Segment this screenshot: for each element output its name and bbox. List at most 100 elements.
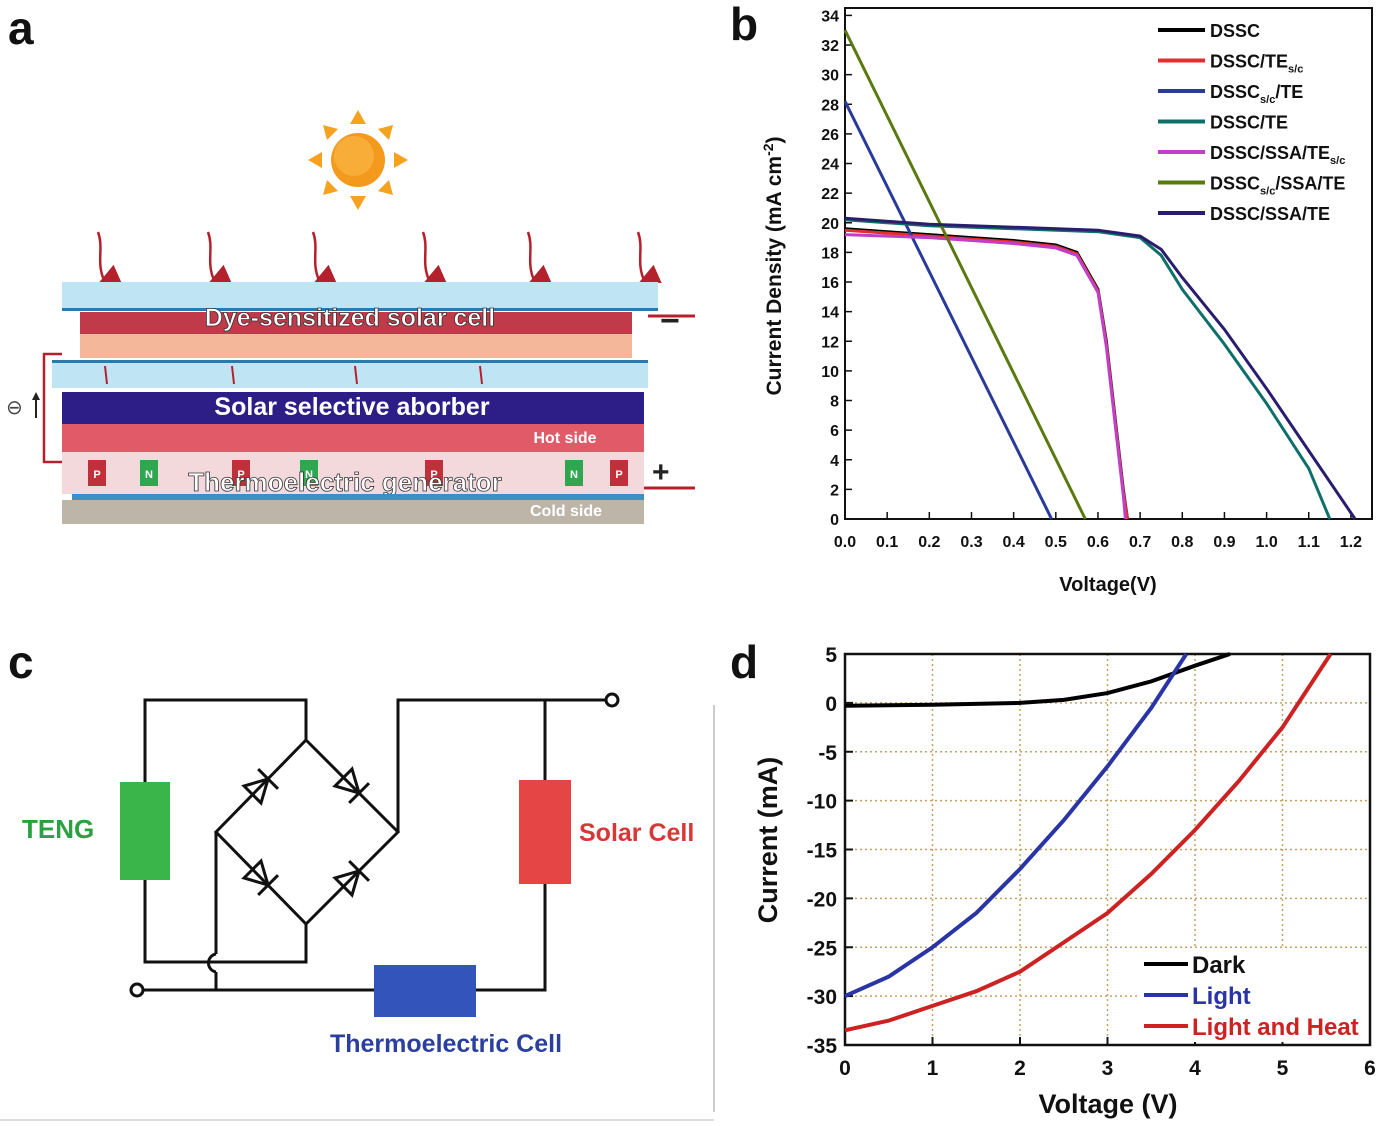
- panel-b-letter: b: [730, 0, 758, 50]
- x-tick-label: 0.1: [876, 534, 898, 551]
- chart-b-ylabel: Current Density (mA cm-2): [760, 136, 786, 395]
- y-tick-label: 16: [821, 275, 839, 292]
- series-line-dssc-ssa-te: [844, 216, 1357, 520]
- teg-leg: [88, 460, 106, 486]
- y-tick-label: 10: [821, 364, 839, 381]
- teg-leg: [300, 460, 318, 486]
- chart-b-frame: [844, 7, 1373, 520]
- dye-layer: [80, 312, 632, 334]
- x-tick-label: 1.2: [1340, 534, 1362, 551]
- x-tick-label: 0.6: [1087, 534, 1109, 551]
- x-tick-label: 0.2: [918, 534, 940, 551]
- x-tick-label: 3: [1102, 1057, 1114, 1080]
- electron-icon: ⊖: [6, 397, 23, 419]
- teg-leg: [425, 460, 443, 486]
- y-tick-label: 20: [821, 216, 839, 233]
- y-tick-label: 22: [821, 186, 839, 203]
- y-tick-label: -10: [807, 791, 837, 814]
- y-tick-label: -15: [807, 840, 838, 863]
- hot-side: [62, 424, 644, 452]
- thermoelectric-block: [374, 965, 476, 1017]
- teng-label: TENG: [22, 814, 94, 844]
- legend-label: Dark: [1192, 952, 1246, 979]
- x-tick-label: 0.0: [834, 534, 856, 551]
- minus-sign: −: [660, 302, 680, 340]
- y-tick-label: -35: [807, 1035, 838, 1058]
- chart-d: 0 1 2 3 4 5 6 5 0 -5 -10 -15 -20 -25 -30 -35 Dark Light Li…: [807, 644, 1376, 1080]
- legend-label: Light and Heat: [1192, 1014, 1359, 1041]
- chart-b-xlabel: Voltage(V): [1059, 574, 1156, 596]
- thermoelectric-label: Thermoelectric Cell: [330, 1030, 562, 1058]
- y-tick-label: 26: [821, 127, 839, 144]
- teg-leg: [565, 460, 583, 486]
- y-tick-label: 14: [821, 305, 839, 322]
- sun-icon: [308, 110, 408, 210]
- y-tick-label: 32: [821, 38, 839, 55]
- x-tick-label: 1.1: [1298, 534, 1320, 551]
- teg-leg-label: P: [93, 469, 100, 481]
- series-line-dsscs-c-ssa-te: [843, 29, 1087, 520]
- cold-side: [62, 500, 644, 524]
- terminal-negative: [129, 982, 145, 998]
- plus-sign: +: [652, 456, 670, 489]
- y-tick-label: 0: [825, 693, 837, 716]
- series-line-dssc-te: [844, 218, 1332, 520]
- panel-c: c TENG Sol: [0, 636, 715, 1121]
- legend-label: DSSC/TE: [1210, 113, 1288, 133]
- solar-cell-block: [519, 780, 571, 884]
- chart-b: 0.0 0.1 0.2 0.3 0.4 0.5 0.6 0.7 0.8 0.9 1.0 1.1 1.2 0…: [821, 7, 1373, 551]
- y-tick-label: -5: [818, 742, 837, 765]
- cold-side-label: Cold side: [530, 503, 602, 520]
- legend-label: DSSC/SSA/TEs/c: [1210, 143, 1345, 167]
- y-tick-label: -25: [807, 937, 838, 960]
- legend-label: DSSCs/c/TE: [1210, 82, 1303, 106]
- x-tick-label: 5: [1277, 1057, 1289, 1080]
- panel-d: d 0 1 2 3 4 5 6 5 0 -5 -10 -15 -20 -25 -30 -35 Dark Light…: [730, 636, 1376, 1119]
- y-tick-label: 8: [830, 394, 839, 411]
- series-line-dark: [844, 652, 1231, 708]
- diode-icon: [241, 767, 280, 806]
- diode-icon: [332, 859, 371, 898]
- x-tick-label: 6: [1364, 1057, 1376, 1080]
- legend-label: DSSC/SSA/TE: [1210, 204, 1330, 224]
- teg-layer: [62, 452, 644, 494]
- y-tick-label: 0: [830, 512, 839, 529]
- teng-block: [120, 782, 170, 880]
- series-line-dsscs-c-te: [843, 100, 1053, 520]
- x-tick-label: 1: [927, 1057, 939, 1080]
- x-tick-label: 0.3: [960, 534, 982, 551]
- chart-d-ylabel: Current (mA): [753, 757, 783, 924]
- series-line-dssc-tes-c: [844, 228, 1129, 520]
- teg-leg: [232, 460, 250, 486]
- series-line-light-and-heat: [844, 652, 1333, 1033]
- hot-side-label: Hot side: [533, 430, 596, 447]
- absorber-layer: [62, 392, 644, 424]
- diode-icon: [241, 858, 280, 897]
- legend-label: Light: [1192, 983, 1251, 1010]
- teg-leg-label: P: [430, 469, 437, 481]
- legend-label: DSSCs/c/SSA/TE: [1210, 174, 1345, 198]
- x-tick-label: 0.9: [1213, 534, 1235, 551]
- series-line-light: [844, 652, 1188, 998]
- panel-c-letter: c: [8, 636, 34, 688]
- teg-leg: [610, 460, 628, 486]
- dssc-glass-top: [62, 282, 658, 310]
- x-tick-label: 0.4: [1003, 534, 1025, 551]
- teg-leg-label: P: [615, 469, 622, 481]
- y-tick-label: 2: [830, 482, 839, 499]
- y-tick-label: 24: [821, 157, 839, 174]
- dssc-label: Dye-sensitized solar cell: [205, 304, 495, 332]
- absorber-label: Solar selective aborber: [214, 393, 489, 421]
- panel-d-letter: d: [730, 636, 758, 688]
- y-tick-label: 34: [821, 8, 839, 25]
- legend-label: DSSC: [1210, 21, 1260, 41]
- circuit-wires: [140, 698, 612, 992]
- solar-cell-label: Solar Cell: [579, 819, 694, 847]
- y-tick-label: 30: [821, 68, 839, 85]
- panel-b: b 0.0 0.1 0.2 0.3 0.4 0.5 0.6 0.7 0.8 0.9 1.0 1.1 1.…: [730, 0, 1373, 596]
- teg-leg-label: N: [145, 469, 153, 481]
- diode-icon: [332, 766, 371, 805]
- chart-d-xlabel: Voltage (V): [1038, 1089, 1177, 1119]
- y-tick-label: 12: [821, 334, 839, 351]
- x-tick-label: 2: [1014, 1057, 1026, 1080]
